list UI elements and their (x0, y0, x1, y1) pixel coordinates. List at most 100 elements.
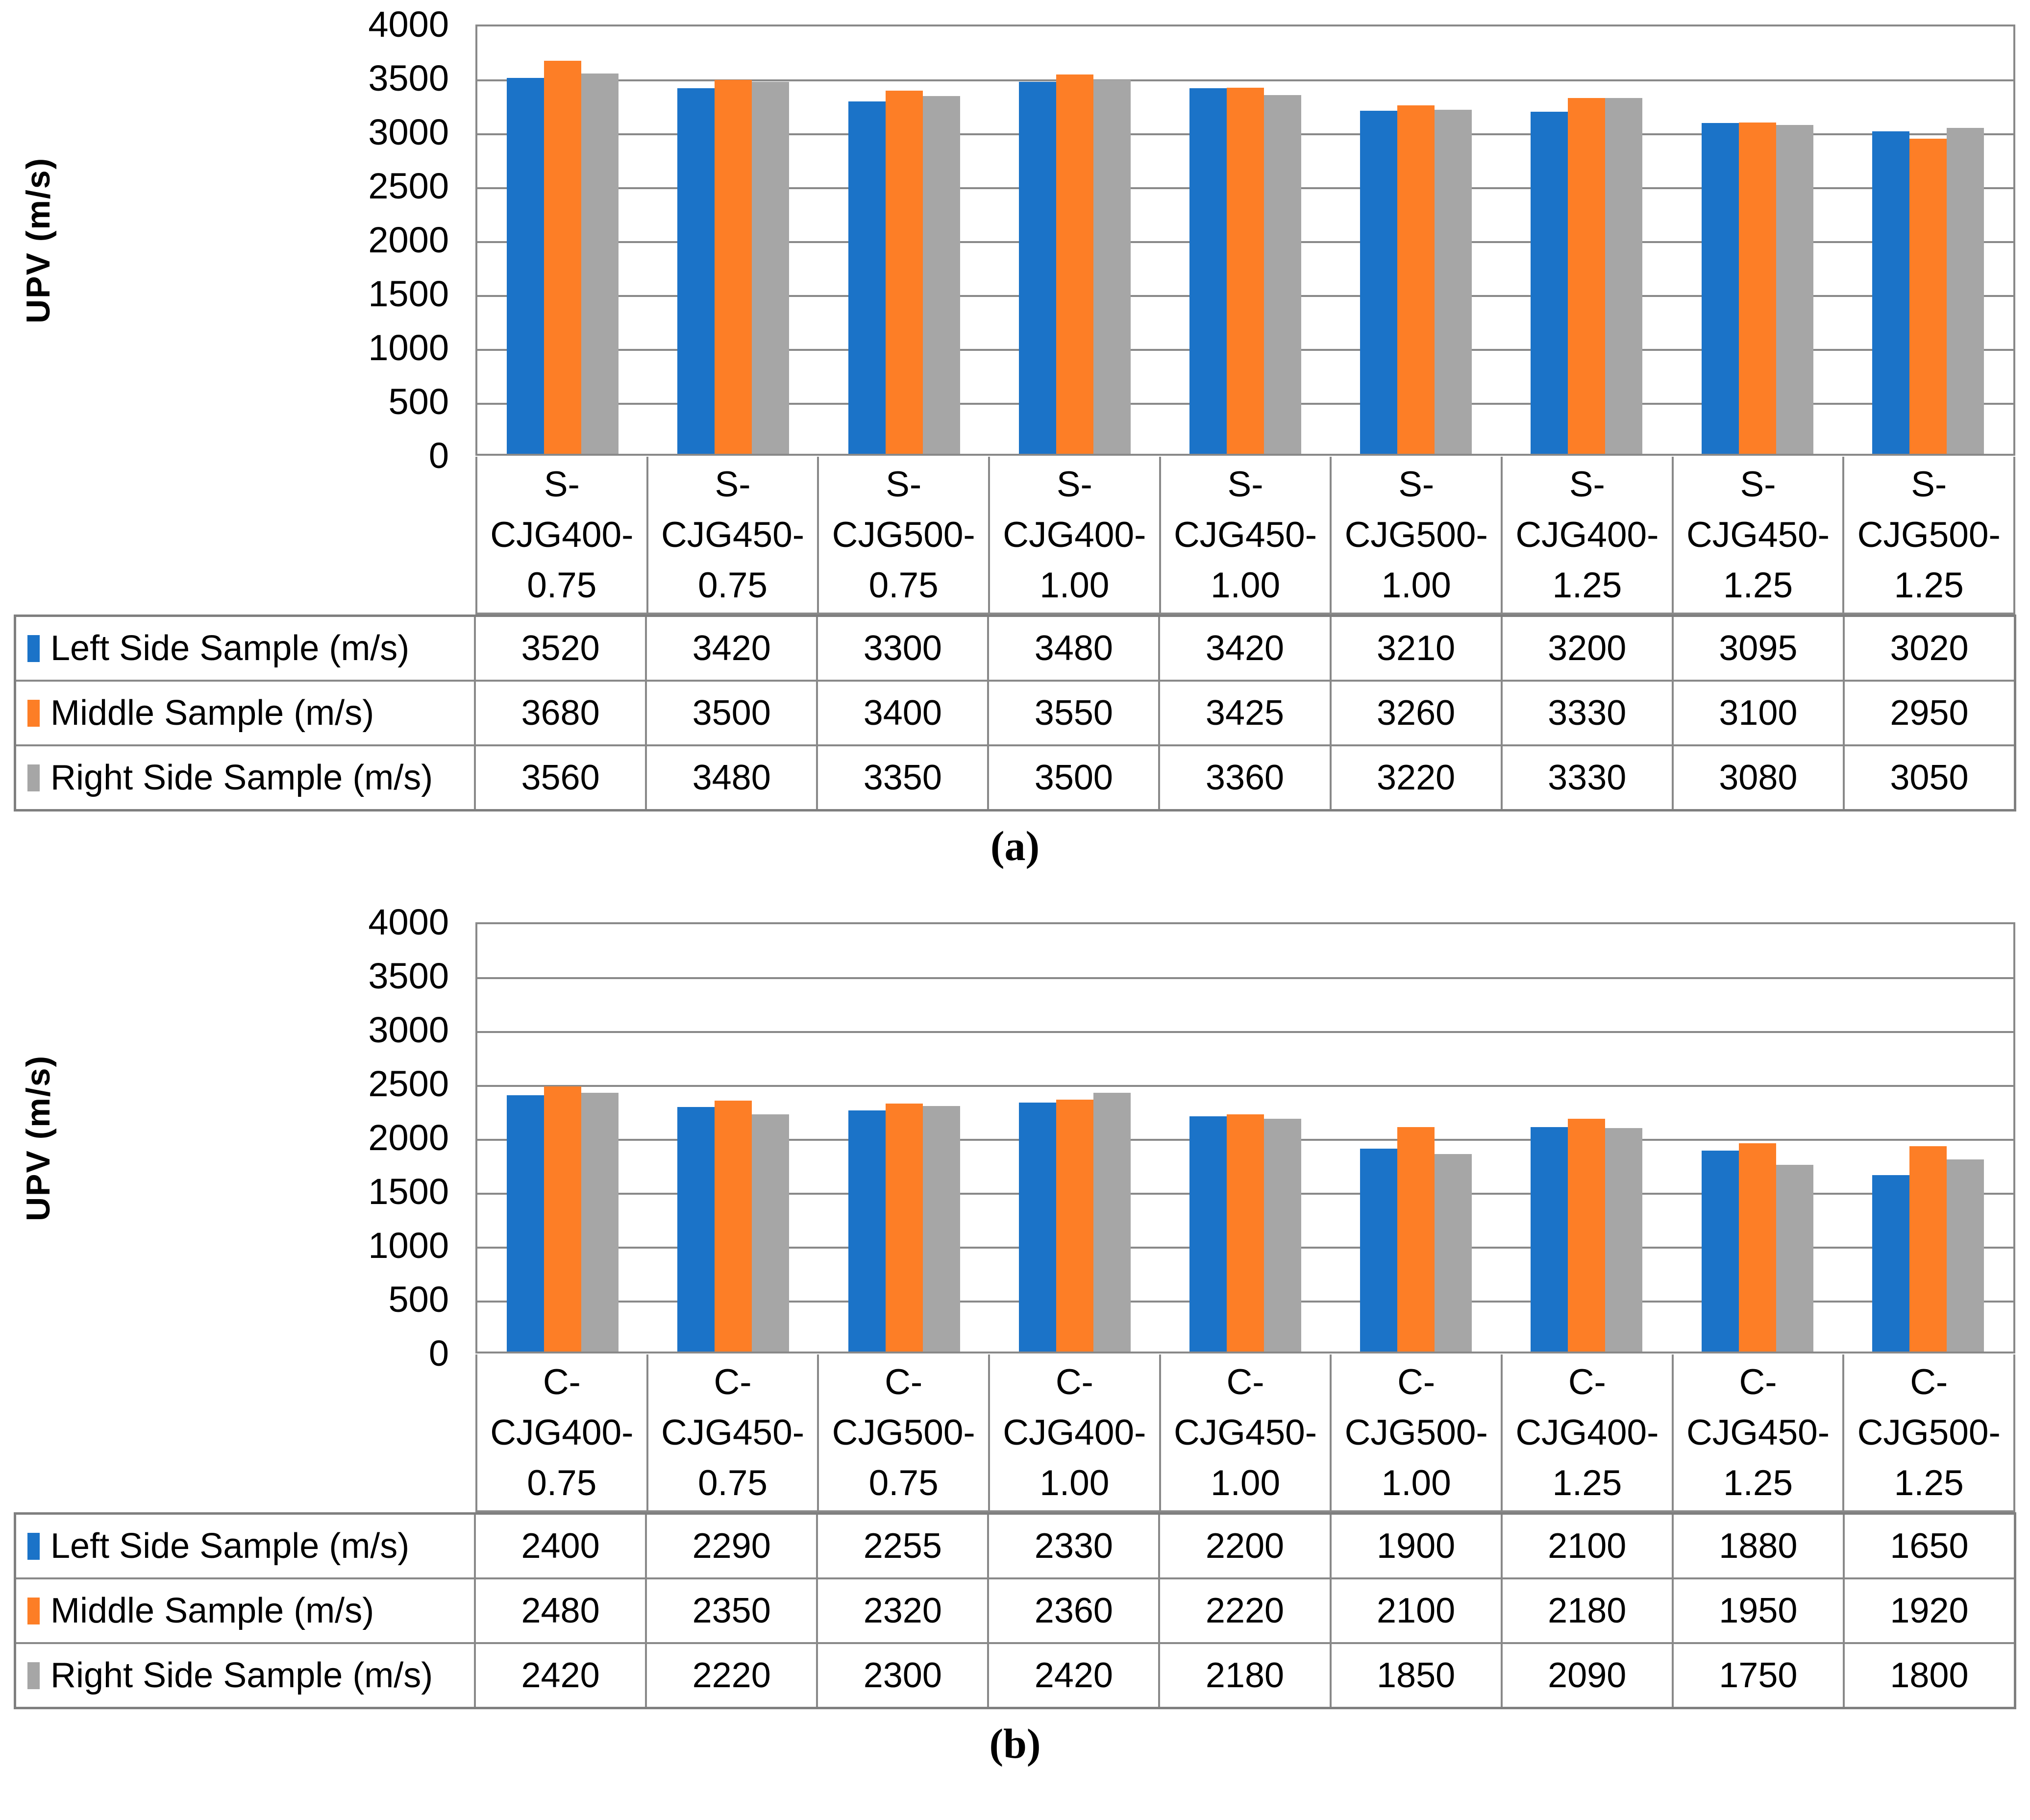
value-cell: 1950 (1671, 1579, 1843, 1642)
category-label-line: 1.00 (1040, 565, 1110, 605)
bar-group (1331, 26, 1501, 454)
bar-left-side-sample-m-s (1018, 82, 1056, 454)
category-cell: S- CJG400- 1.00 (988, 457, 1159, 613)
bar-left-side-sample-m-s (507, 1095, 545, 1352)
value-cell: 3680 (521, 693, 600, 733)
bar-right-side-sample-m-s (1263, 1118, 1301, 1352)
y-tick-label: 2500 (368, 166, 449, 206)
value-cell: 1880 (1671, 1515, 1843, 1577)
value-cell: 3550 (987, 682, 1158, 744)
category-label-line: CJG500- (1857, 515, 2001, 555)
bar-right-side-sample-m-s (1435, 110, 1472, 454)
category-label-line: S- (886, 464, 922, 504)
bar-right-side-sample-m-s (922, 96, 960, 454)
series-name: Left Side Sample (m/s) (50, 1526, 410, 1566)
series-name: Middle Sample (m/s) (50, 693, 374, 733)
table-row: Left Side Sample (m/s) 2400 2290 2255 2330 22… (16, 1515, 2014, 1577)
bar-right-side-sample-m-s (581, 1093, 619, 1352)
category-label-line: 1.25 (1723, 1463, 1793, 1503)
bar-left-side-sample-m-s (1189, 88, 1227, 454)
category-label-line: CJG400- (1003, 1412, 1146, 1452)
bar-right-side-sample-m-s (1946, 1159, 1984, 1352)
value-cell: 3200 (1500, 617, 1672, 680)
bar-group (990, 924, 1160, 1352)
bar-middle-sample-m-s (1226, 1114, 1264, 1352)
bar-right-side-sample-m-s (1946, 128, 1984, 454)
value-cell: 2320 (816, 1579, 987, 1642)
bar-middle-sample-m-s (1738, 1143, 1776, 1352)
bar-left-side-sample-m-s (677, 88, 715, 454)
value-cell: 3050 (1842, 746, 2014, 809)
category-cell: C- CJG500- 0.75 (817, 1354, 988, 1510)
bar-group (1501, 26, 1672, 454)
value-cell: 2200 (1158, 1515, 1329, 1577)
category-label-line: C- (1397, 1362, 1436, 1402)
plot-area (475, 25, 2015, 456)
value-cell: 2180 (1500, 1579, 1672, 1642)
value-cell: 2100 (1329, 1579, 1501, 1642)
value-cell: 2950 (1842, 682, 2014, 744)
category-cell: S- CJG500- 1.00 (1330, 457, 1501, 613)
legend-swatch-icon (27, 699, 40, 727)
category-label-line: CJG500- (832, 515, 975, 555)
category-label-line: C- (1568, 1362, 1606, 1402)
legend-swatch-icon (27, 764, 40, 791)
chart-area-b: UPV (m/s) 4000 3500 3000 2500 2000 1500 1000 50… (0, 898, 2030, 1374)
figure-panel-b: UPV (m/s) 4000 3500 3000 2500 2000 1500 1000 50… (0, 898, 2030, 1767)
bar-group (1331, 924, 1501, 1352)
legend-swatch-icon (27, 1532, 40, 1560)
bar-left-side-sample-m-s (1018, 1103, 1056, 1352)
category-label-line: S- (1056, 464, 1092, 504)
category-label-line: CJG450- (1686, 515, 1830, 555)
value-cell: 2420 (521, 1656, 600, 1695)
value-cell: 2400 (521, 1526, 600, 1566)
category-label-line: 1.00 (1210, 565, 1281, 605)
table-row: Middle Sample (m/s) 2480 2350 2320 2360 2220 2… (16, 1577, 2014, 1642)
y-tick-label: 1000 (368, 1225, 449, 1266)
category-label-line: CJG450- (1173, 1412, 1317, 1452)
category-label-line: 1.25 (1894, 565, 1964, 605)
bar-middle-sample-m-s (1397, 1127, 1435, 1352)
bar-middle-sample-m-s (1226, 88, 1264, 454)
y-tick-label: 3000 (368, 112, 449, 152)
bar-right-side-sample-m-s (922, 1106, 960, 1352)
y-tick-label: 1500 (368, 1171, 449, 1212)
series-name: Left Side Sample (m/s) (50, 629, 410, 668)
category-cell: S- CJG400- 0.75 (477, 457, 646, 613)
y-tick-label: 3500 (368, 956, 449, 996)
bar-series-groups (477, 924, 2013, 1352)
legend-cell: Left Side Sample (m/s) (16, 1515, 476, 1577)
value-cell: 3400 (816, 682, 987, 744)
bar-middle-sample-m-s (1568, 1118, 1606, 1352)
value-cell: 2480 (521, 1591, 600, 1630)
category-label-line: C- (1226, 1362, 1264, 1402)
bar-group (818, 26, 989, 454)
category-label-line: CJG400- (490, 1412, 634, 1452)
panel-label-a: (a) (990, 822, 1040, 869)
panel-label-b: (b) (989, 1720, 1041, 1767)
bar-group (818, 924, 989, 1352)
value-cell: 2360 (987, 1579, 1158, 1642)
figure-panel-a: UPV (m/s) 4000 3500 3000 2500 2000 1500 1000 50… (0, 0, 2030, 869)
category-label-line: C- (1739, 1362, 1777, 1402)
bar-right-side-sample-m-s (1093, 80, 1131, 454)
value-cell: 3425 (1158, 682, 1329, 744)
x-axis-category-row: S- CJG400- 0.75 S- CJG450- 0.75 S- CJG500- 0.75 S… (475, 457, 2015, 615)
category-label-line: 0.75 (868, 1463, 939, 1503)
value-cell: 3300 (816, 617, 987, 680)
category-label-line: 0.75 (697, 1463, 768, 1503)
data-table: Left Side Sample (m/s) 3520 3420 3300 3480 34… (14, 615, 2016, 812)
category-label-line: CJG400- (1003, 515, 1146, 555)
value-cell: 3095 (1671, 617, 1843, 680)
value-cell: 3520 (521, 629, 600, 668)
gridline (477, 1031, 2013, 1033)
bar-group (1672, 924, 1843, 1352)
category-label-line: 0.75 (868, 565, 939, 605)
series-name: Right Side Sample (m/s) (50, 1656, 433, 1695)
category-cell: S- CJG500- 0.75 (817, 457, 988, 613)
bar-group (1160, 26, 1331, 454)
category-label-line: CJG500- (1344, 515, 1488, 555)
table-row: Middle Sample (m/s) 3680 3500 3400 3550 3425 3… (16, 680, 2014, 744)
bar-group (1843, 26, 2013, 454)
value-cell: 2090 (1500, 1644, 1672, 1707)
